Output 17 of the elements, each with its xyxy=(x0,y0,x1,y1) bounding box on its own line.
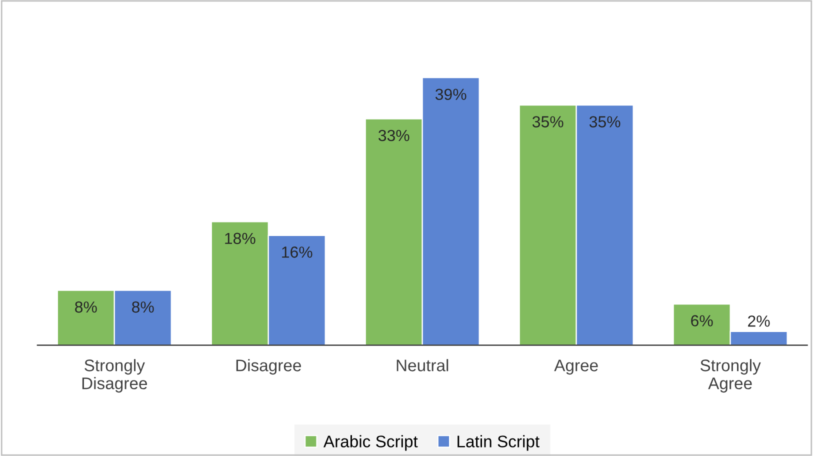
data-label: 2% xyxy=(748,315,770,327)
x-tick-label: Neutral xyxy=(396,359,448,372)
data-label: 39% xyxy=(435,88,466,100)
x-tick-label: Agree xyxy=(554,360,598,375)
data-label: 8% xyxy=(132,301,154,313)
legend-label: Arabic Script xyxy=(323,435,418,451)
data-label: 16% xyxy=(282,246,312,258)
x-tick-label: Strongly Disagree xyxy=(82,359,147,393)
x-tick-label: Strongly Agree xyxy=(700,359,761,393)
data-label: 18% xyxy=(225,232,256,244)
data-label: 6% xyxy=(691,315,713,326)
x-tick-label: Disagree xyxy=(236,359,301,375)
legend-label: Latin Script xyxy=(458,435,540,451)
data-label: 33% xyxy=(378,130,410,142)
data-label: 35% xyxy=(532,116,564,128)
data-label: 35% xyxy=(589,116,620,128)
data-label: 8% xyxy=(75,301,97,313)
